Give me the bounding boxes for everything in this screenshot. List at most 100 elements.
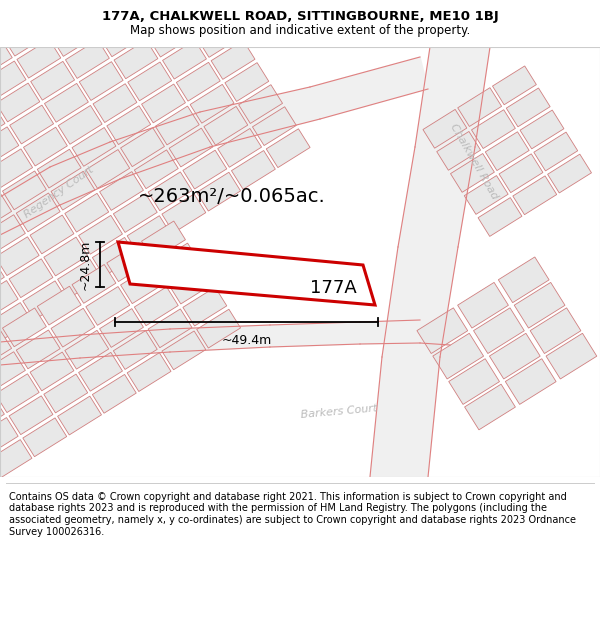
Text: ~263m²/~0.065ac.: ~263m²/~0.065ac.: [138, 188, 326, 206]
Polygon shape: [121, 265, 164, 304]
Polygon shape: [121, 128, 164, 167]
Polygon shape: [0, 215, 25, 254]
Polygon shape: [0, 352, 25, 391]
Polygon shape: [490, 333, 540, 379]
Polygon shape: [79, 62, 123, 101]
Polygon shape: [113, 331, 157, 369]
Text: Barkers Court: Barkers Court: [300, 404, 377, 421]
Polygon shape: [0, 320, 450, 365]
Polygon shape: [520, 110, 564, 149]
Polygon shape: [100, 18, 144, 57]
Polygon shape: [0, 105, 5, 144]
Polygon shape: [211, 41, 255, 79]
Polygon shape: [149, 18, 193, 57]
Polygon shape: [44, 237, 88, 276]
Polygon shape: [51, 308, 95, 347]
Polygon shape: [169, 128, 213, 167]
Polygon shape: [493, 66, 536, 105]
Text: Chalkwell Road: Chalkwell Road: [448, 122, 499, 201]
Text: ~49.4m: ~49.4m: [221, 334, 272, 347]
Polygon shape: [107, 106, 151, 144]
Polygon shape: [253, 107, 296, 146]
Polygon shape: [370, 47, 490, 477]
Polygon shape: [514, 282, 565, 328]
Polygon shape: [10, 105, 53, 144]
Polygon shape: [485, 132, 529, 171]
Polygon shape: [449, 359, 499, 404]
Polygon shape: [65, 331, 109, 369]
Polygon shape: [30, 215, 74, 254]
Polygon shape: [100, 309, 143, 348]
Text: Map shows position and indicative extent of the property.: Map shows position and indicative extent…: [130, 24, 470, 37]
Polygon shape: [0, 302, 32, 341]
Polygon shape: [155, 243, 199, 282]
Polygon shape: [79, 216, 122, 254]
Polygon shape: [0, 39, 12, 78]
Polygon shape: [100, 172, 143, 211]
Polygon shape: [155, 106, 199, 145]
Polygon shape: [218, 129, 262, 168]
Polygon shape: [0, 237, 39, 276]
Polygon shape: [0, 281, 18, 319]
Polygon shape: [232, 151, 275, 189]
Polygon shape: [170, 0, 214, 13]
Polygon shape: [2, 171, 46, 210]
Polygon shape: [86, 0, 130, 34]
Polygon shape: [2, 308, 46, 347]
Polygon shape: [127, 352, 171, 391]
Polygon shape: [451, 154, 494, 192]
Polygon shape: [92, 374, 136, 413]
Polygon shape: [0, 83, 40, 122]
Polygon shape: [534, 132, 578, 171]
Polygon shape: [0, 439, 32, 478]
Polygon shape: [114, 40, 158, 79]
Polygon shape: [44, 83, 88, 122]
Polygon shape: [107, 242, 151, 282]
Polygon shape: [148, 172, 192, 211]
Polygon shape: [72, 264, 116, 303]
Polygon shape: [0, 396, 4, 434]
Polygon shape: [0, 259, 4, 298]
Polygon shape: [72, 127, 116, 166]
Polygon shape: [478, 198, 522, 236]
Polygon shape: [121, 0, 165, 13]
Polygon shape: [464, 176, 508, 214]
Polygon shape: [65, 39, 109, 78]
Polygon shape: [546, 333, 597, 379]
Polygon shape: [197, 309, 241, 348]
Polygon shape: [197, 173, 241, 211]
Polygon shape: [190, 84, 234, 123]
Polygon shape: [464, 384, 515, 430]
Polygon shape: [134, 287, 178, 326]
Polygon shape: [0, 57, 428, 235]
Polygon shape: [513, 176, 557, 214]
Text: ~24.8m: ~24.8m: [79, 239, 92, 290]
Polygon shape: [23, 418, 67, 457]
Polygon shape: [37, 149, 81, 188]
Polygon shape: [58, 396, 101, 435]
Polygon shape: [37, 286, 81, 325]
Text: 177A: 177A: [310, 279, 357, 297]
Polygon shape: [65, 193, 109, 232]
Polygon shape: [44, 374, 88, 413]
Polygon shape: [135, 0, 179, 35]
Polygon shape: [9, 259, 53, 298]
Polygon shape: [458, 282, 508, 328]
Polygon shape: [31, 61, 74, 100]
Text: 177A, CHALKWELL ROAD, SITTINGBOURNE, ME10 1BJ: 177A, CHALKWELL ROAD, SITTINGBOURNE, ME1…: [101, 11, 499, 23]
Polygon shape: [16, 193, 60, 232]
Polygon shape: [127, 216, 171, 254]
Polygon shape: [0, 329, 11, 369]
Polygon shape: [93, 84, 137, 122]
Polygon shape: [148, 309, 192, 348]
Polygon shape: [17, 39, 61, 78]
Polygon shape: [86, 149, 130, 188]
Polygon shape: [184, 0, 227, 35]
Polygon shape: [437, 131, 481, 170]
Polygon shape: [472, 110, 515, 149]
Polygon shape: [0, 149, 32, 188]
Polygon shape: [183, 288, 227, 326]
Polygon shape: [239, 85, 283, 124]
Polygon shape: [58, 259, 101, 298]
Polygon shape: [52, 18, 95, 56]
